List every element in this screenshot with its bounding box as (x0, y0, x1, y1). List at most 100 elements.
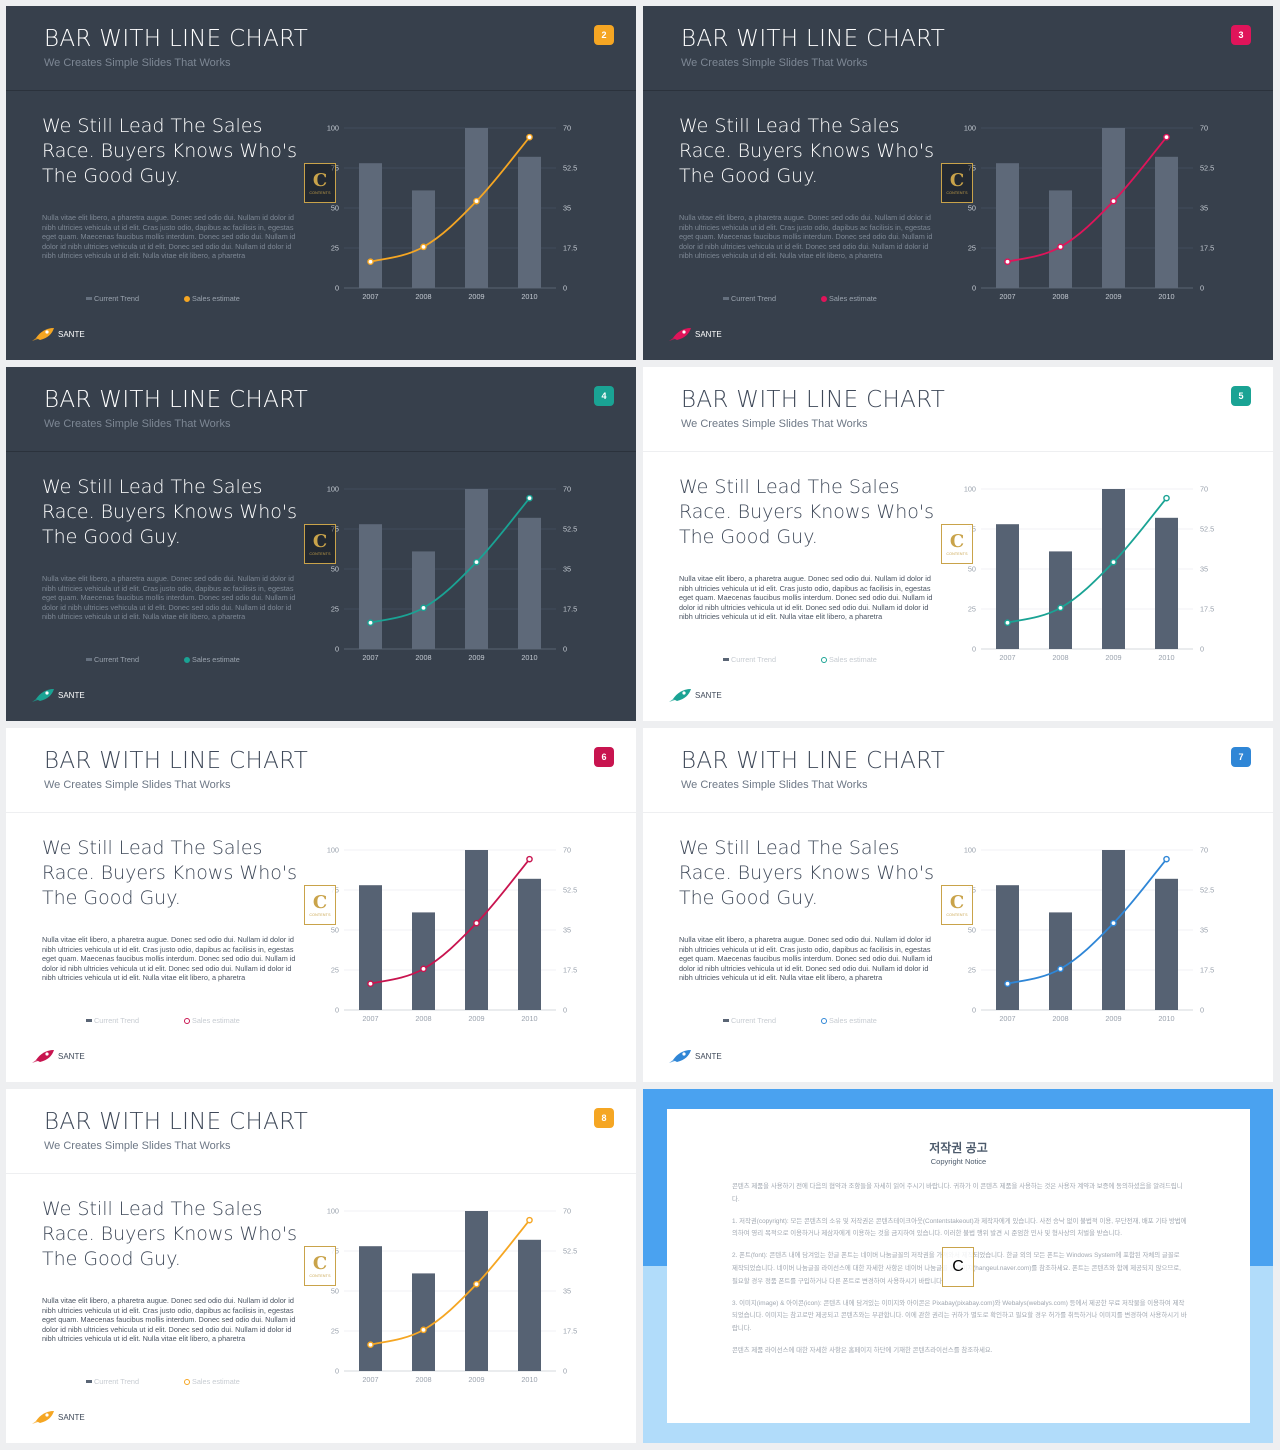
line-point (1004, 980, 1011, 988)
rocket-icon (669, 1050, 691, 1063)
sales-estimate-line (1007, 136, 1168, 263)
slide-subtitle: We Creates Simple Slides That Works (681, 57, 868, 69)
rocket-icon (669, 689, 691, 702)
body-text: Nulla vitae elit libero, a pharetra augu… (42, 574, 296, 622)
headline: We Still Lead The Sales Race. Buyers Kno… (679, 115, 934, 187)
left-tick-label: 25 (968, 244, 976, 253)
right-tick-label: 0 (563, 1006, 567, 1015)
legend-label: Sales estimate (829, 655, 877, 664)
watermark-text: CONTENTS (309, 1274, 331, 1278)
left-tick-label: 25 (968, 605, 976, 614)
sales-estimate-line (370, 497, 531, 624)
line-point (1163, 494, 1170, 502)
watermark-text: CONTENTS (309, 913, 331, 917)
logo-text: SANTE (58, 1051, 85, 1061)
legend-sales-estimate: Sales estimate (184, 1016, 240, 1025)
copyright-slide: 저작권 공고 Copyright Notice 콘텐츠 제품을 사용하기 전에 … (643, 1089, 1273, 1443)
legend-label: Current Trend (731, 1016, 777, 1025)
line-point (473, 919, 480, 927)
category-label: 2009 (468, 292, 484, 301)
left-tick-label: 0 (335, 1367, 339, 1376)
line-point (367, 1341, 374, 1349)
category-label: 2008 (415, 292, 431, 301)
slide-7: BAR WITH LINE CHART We Creates Simple Sli… (643, 728, 1273, 1082)
legend-label: Current Trend (731, 655, 777, 664)
watermark-letter: C (312, 892, 328, 913)
category-label: 2010 (521, 1014, 537, 1023)
line-point (367, 619, 374, 627)
legend-dot-swatch (821, 295, 827, 302)
legend-label: Current Trend (94, 1016, 140, 1025)
category-label: 2009 (1105, 653, 1121, 662)
line-point (1163, 133, 1170, 141)
watermark-text: CONTENTS (309, 552, 331, 556)
line-point (1110, 919, 1117, 927)
logo-text: SANTE (58, 329, 85, 339)
left-tick-label: 50 (331, 926, 339, 935)
legend-sales-estimate: Sales estimate (184, 655, 240, 664)
left-tick-label: 25 (968, 966, 976, 975)
line-point (1163, 855, 1170, 863)
watermark-letter: C (949, 892, 965, 913)
line-point (1057, 243, 1064, 251)
copyright-title: 저작권 공고 (929, 1141, 988, 1155)
bar (465, 1211, 488, 1371)
copyright-paragraph: 3. 이미지(image) & 아이콘(icon): 콘텐츠 내에 담겨있는 이… (732, 1299, 1187, 1333)
right-tick-label: 35 (563, 1287, 571, 1296)
right-tick-label: 35 (1200, 565, 1208, 574)
slide-subtitle: We Creates Simple Slides That Works (44, 57, 231, 69)
bar (359, 1246, 382, 1371)
page-number-badge: 5 (1231, 386, 1251, 406)
left-tick-label: 75 (331, 525, 339, 534)
right-tick-label: 0 (1200, 1006, 1204, 1015)
category-label: 2007 (999, 1014, 1015, 1023)
legend-bar-swatch (723, 297, 729, 300)
copyright-subtitle: Copyright Notice (930, 1157, 987, 1166)
watermark-letter: C (949, 170, 965, 191)
right-tick-label: 17.5 (563, 966, 577, 975)
left-tick-label: 50 (968, 204, 976, 213)
body-text: Nulla vitae elit libero, a pharetra augu… (679, 213, 933, 261)
legend-label: Sales estimate (192, 1377, 240, 1386)
legend-current-trend: Current Trend (723, 294, 776, 303)
slide-title: BAR WITH LINE CHART (681, 748, 946, 774)
legend-label: Sales estimate (829, 1016, 877, 1025)
slide-8: BAR WITH LINE CHART We Creates Simple Sli… (6, 1089, 636, 1443)
body-text: Nulla vitae elit libero, a pharetra augu… (42, 213, 296, 261)
right-tick-label: 35 (563, 204, 571, 213)
category-label: 2008 (1052, 1014, 1068, 1023)
bar (359, 163, 382, 288)
slide-2: BAR WITH LINE CHART We Creates Simple Sli… (6, 6, 636, 360)
slide-title: BAR WITH LINE CHART (44, 1109, 309, 1135)
bar (1102, 489, 1125, 649)
category-label: 2008 (415, 1014, 431, 1023)
legend-sales-estimate: Sales estimate (821, 1016, 877, 1025)
category-label: 2008 (1052, 292, 1068, 301)
left-tick-label: 100 (327, 846, 339, 855)
legend-dot-swatch (184, 656, 190, 663)
left-tick-label: 50 (968, 926, 976, 935)
line-point (367, 258, 374, 266)
category-label: 2008 (415, 1375, 431, 1384)
legend-sales-estimate: Sales estimate (184, 1377, 240, 1386)
category-label: 2010 (1158, 292, 1174, 301)
page-number-badge: 3 (1231, 25, 1251, 45)
right-tick-label: 35 (563, 565, 571, 574)
headline: We Still Lead The Sales Race. Buyers Kno… (42, 476, 297, 548)
category-label: 2010 (521, 1375, 537, 1384)
watermark-text: CONTENTS (946, 913, 968, 917)
legend-bar-swatch (723, 658, 729, 661)
line-point (526, 133, 533, 141)
bar (996, 524, 1019, 649)
watermark-text: CONTENTS (946, 191, 968, 195)
left-tick-label: 0 (335, 1006, 339, 1015)
bar (518, 1239, 541, 1371)
bar (1155, 517, 1178, 649)
brand-logo: SANTE (30, 326, 85, 342)
line-point (526, 494, 533, 502)
right-tick-label: 70 (1200, 846, 1208, 855)
header-divider (643, 90, 1273, 91)
watermark-logo: C CONTENTS (304, 524, 336, 564)
bar (465, 850, 488, 1010)
left-tick-label: 50 (331, 565, 339, 574)
